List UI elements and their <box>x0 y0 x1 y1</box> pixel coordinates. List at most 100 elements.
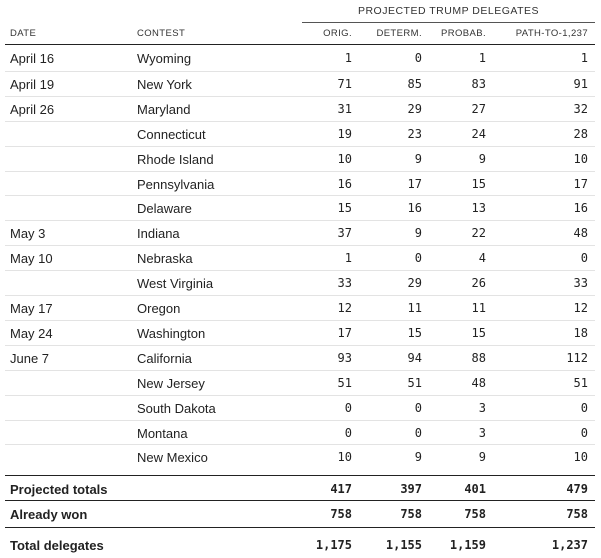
row-date: May 10 <box>10 251 53 267</box>
table-row: May 10 Nebraska 1 0 4 0 <box>5 245 595 271</box>
totals-label: Already won <box>10 507 88 522</box>
row-orig: 10 <box>337 450 352 465</box>
totals-probab: 401 <box>464 482 486 496</box>
row-orig: 12 <box>337 301 352 315</box>
row-probab: 88 <box>471 350 486 365</box>
row-probab: 22 <box>471 226 486 241</box>
row-probab: 9 <box>478 151 486 166</box>
row-contest: Delaware <box>137 201 192 217</box>
col-header-date: DATE <box>10 28 37 39</box>
row-determ: 16 <box>407 201 422 216</box>
row-contest: Maryland <box>137 101 191 117</box>
row-probab: 1 <box>478 51 486 65</box>
col-header-contest: CONTEST <box>137 28 186 39</box>
row-probab: 27 <box>471 101 486 116</box>
row-path: 18 <box>573 325 588 340</box>
row-orig: 17 <box>337 325 352 340</box>
row-path: 17 <box>573 176 588 191</box>
row-probab: 4 <box>478 251 486 266</box>
row-probab: 13 <box>471 201 486 216</box>
table-row: April 26 Maryland 31 29 27 32 <box>5 95 595 122</box>
row-contest: Montana <box>137 425 188 441</box>
totals-rule <box>5 475 595 476</box>
row-orig: 1 <box>344 51 352 65</box>
row-path: 33 <box>573 276 588 291</box>
row-probab: 26 <box>471 276 486 291</box>
totals-determ: 397 <box>400 482 422 496</box>
row-date: April 16 <box>10 51 55 66</box>
row-determ: 0 <box>414 51 422 65</box>
row-orig: 0 <box>344 425 352 440</box>
row-path: 48 <box>573 226 588 241</box>
row-path: 1 <box>580 51 588 65</box>
row-probab: 48 <box>471 375 486 390</box>
row-date: May 3 <box>10 226 46 242</box>
row-date: May 24 <box>10 325 53 341</box>
totals-path: 479 <box>566 482 588 496</box>
row-path: 112 <box>566 350 588 365</box>
row-determ: 15 <box>407 325 422 340</box>
totals-rule <box>5 527 595 528</box>
row-determ: 85 <box>407 76 422 91</box>
row-path: 0 <box>580 251 588 266</box>
row-path: 32 <box>573 101 588 116</box>
group-header-label: PROJECTED TRUMP DELEGATES <box>357 5 540 17</box>
row-determ: 9 <box>414 450 422 465</box>
table-row: South Dakota 0 0 3 0 <box>5 394 595 421</box>
row-contest: Oregon <box>137 301 181 316</box>
row-determ: 51 <box>407 375 422 390</box>
table-row: Connecticut 19 23 24 28 <box>5 120 595 147</box>
row-contest: Indiana <box>137 226 180 242</box>
totals-path: 758 <box>566 507 588 521</box>
row-path: 16 <box>573 201 588 216</box>
row-date: May 17 <box>10 301 53 316</box>
row-date: April 19 <box>10 76 55 92</box>
row-determ: 11 <box>407 301 422 315</box>
row-probab: 83 <box>471 76 486 91</box>
totals-orig: 1,175 <box>315 538 352 552</box>
row-determ: 94 <box>407 350 422 365</box>
totals-rule <box>5 500 595 501</box>
header-rule <box>5 44 595 45</box>
row-orig: 16 <box>337 176 352 191</box>
row-probab: 9 <box>478 450 486 465</box>
row-contest: Pennsylvania <box>137 176 215 192</box>
col-header-determ: DETERM. <box>376 28 422 39</box>
row-orig: 37 <box>337 226 352 241</box>
col-header-probab: PROBAB. <box>440 28 486 39</box>
table-row: May 24 Washington 17 15 15 18 <box>5 319 595 346</box>
row-probab: 3 <box>478 425 486 440</box>
row-path: 28 <box>573 126 588 141</box>
row-path: 0 <box>580 400 588 415</box>
totals-row: Total delegates 1,175 1,155 1,159 1,237 <box>5 533 595 558</box>
row-orig: 93 <box>337 350 352 365</box>
totals-orig: 758 <box>330 507 352 521</box>
col-header-path: PATH-TO-1,237 <box>515 28 588 39</box>
row-path: 10 <box>573 151 588 166</box>
table-row: May 3 Indiana 37 9 22 48 <box>5 220 595 246</box>
row-contest: Nebraska <box>137 251 193 267</box>
table-row: June 7 California 93 94 88 112 <box>5 344 595 371</box>
row-path: 12 <box>573 301 588 315</box>
row-determ: 0 <box>414 251 422 266</box>
table-row: April 16 Wyoming 1 0 1 1 <box>5 46 595 71</box>
table-row: New Jersey 51 51 48 51 <box>5 369 595 396</box>
table-row: April 19 New York 71 85 83 91 <box>5 70 595 97</box>
row-probab: 15 <box>471 176 486 191</box>
row-contest: West Virginia <box>137 276 214 292</box>
row-probab: 24 <box>471 126 486 141</box>
table-row: Rhode Island 10 9 9 10 <box>5 145 595 172</box>
row-orig: 19 <box>337 126 352 141</box>
row-contest: California <box>137 350 192 366</box>
row-determ: 29 <box>407 276 422 291</box>
row-probab: 11 <box>471 301 486 315</box>
row-orig: 31 <box>337 101 352 116</box>
totals-row: Already won 758 758 758 758 <box>5 502 595 527</box>
totals-path: 1,237 <box>551 538 588 552</box>
row-path: 91 <box>573 76 588 91</box>
row-orig: 1 <box>344 251 352 266</box>
row-contest: New York <box>137 76 192 92</box>
row-probab: 3 <box>478 400 486 415</box>
row-determ: 0 <box>414 425 422 440</box>
row-determ: 9 <box>414 151 422 166</box>
